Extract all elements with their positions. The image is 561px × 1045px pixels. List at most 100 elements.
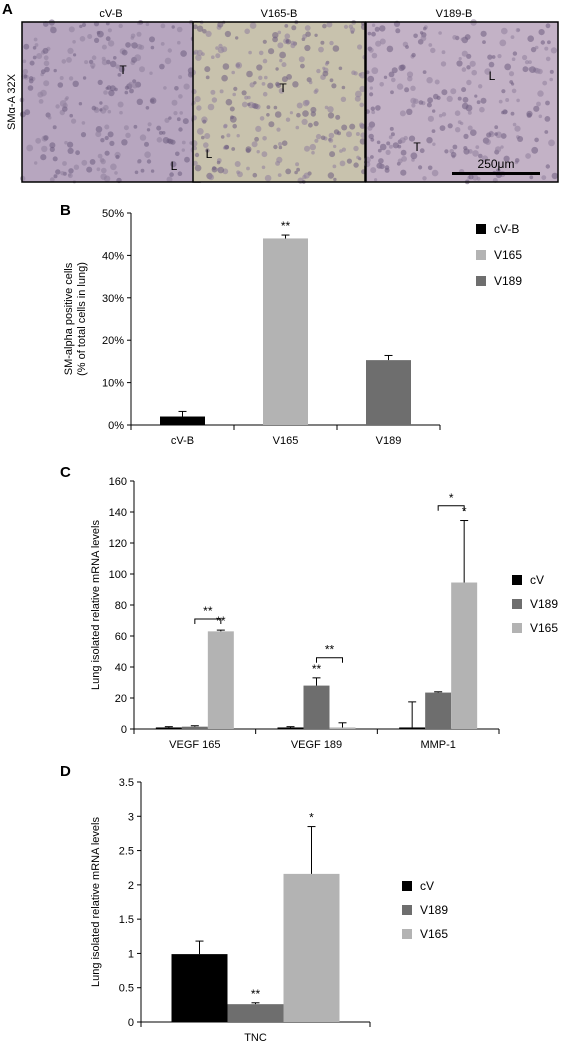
cell-nucleus — [351, 70, 356, 75]
cell-nucleus — [279, 51, 286, 59]
y-tick-label: 3.5 — [119, 777, 134, 789]
cell-nucleus — [258, 75, 263, 81]
bar-cV-MMP-1 — [399, 727, 426, 729]
cell-nucleus — [281, 62, 287, 68]
y-tick-label: 1.5 — [119, 914, 134, 926]
bar-V189-VEGF 189 — [303, 685, 330, 729]
cell-nucleus — [439, 125, 446, 131]
cell-nucleus — [305, 31, 311, 37]
x-tick-label: V165 — [273, 435, 299, 447]
cell-nucleus — [278, 142, 283, 147]
cell-nucleus — [251, 141, 258, 148]
cell-nucleus — [223, 124, 228, 129]
cell-nucleus — [60, 171, 65, 176]
cell-nucleus — [422, 70, 427, 74]
cell-nucleus — [326, 21, 333, 28]
cell-nucleus — [339, 160, 346, 167]
cell-nucleus — [379, 82, 385, 87]
cell-nucleus — [411, 103, 416, 108]
cell-nucleus — [110, 163, 117, 171]
cell-nucleus — [335, 114, 341, 120]
cell-nucleus — [411, 52, 416, 58]
cell-nucleus — [176, 117, 181, 122]
cell-nucleus — [466, 79, 472, 86]
cell-nucleus — [118, 23, 123, 29]
cell-nucleus — [190, 140, 198, 147]
bar-V165-MMP-1 — [451, 582, 478, 729]
cell-nucleus — [235, 36, 239, 40]
cell-nucleus — [285, 117, 291, 122]
cell-nucleus — [452, 35, 458, 40]
cell-nucleus — [434, 79, 440, 85]
cell-nucleus — [90, 62, 96, 68]
cell-nucleus — [324, 62, 329, 66]
cell-nucleus — [59, 76, 64, 80]
cell-nucleus — [67, 141, 74, 148]
cell-nucleus — [480, 30, 487, 37]
cell-nucleus — [514, 158, 520, 163]
cell-nucleus — [329, 151, 336, 158]
cell-nucleus — [178, 94, 183, 99]
cell-nucleus — [405, 45, 409, 49]
cell-nucleus — [50, 26, 54, 30]
cell-nucleus — [26, 144, 34, 152]
cell-nucleus — [231, 147, 236, 151]
cell-nucleus — [229, 106, 235, 112]
cell-nucleus — [264, 174, 272, 182]
cell-nucleus — [139, 66, 145, 73]
cell-nucleus — [410, 152, 418, 160]
micrograph-strip: T L T L L T 250μm — [19, 19, 559, 185]
y-tick-label: 40 — [115, 662, 127, 674]
cell-nucleus — [33, 37, 38, 42]
cell-nucleus — [118, 66, 125, 73]
cell-nucleus — [261, 151, 268, 158]
cell-nucleus — [494, 125, 499, 130]
legend-swatch — [402, 905, 412, 915]
cell-nucleus — [428, 43, 433, 47]
cell-nucleus — [247, 102, 251, 107]
cell-nucleus — [397, 144, 402, 149]
cell-nucleus — [418, 100, 424, 105]
cell-nucleus — [349, 123, 356, 130]
cell-nucleus — [480, 97, 487, 104]
cell-nucleus — [460, 37, 464, 41]
cell-nucleus — [328, 138, 334, 143]
bar-V189-MMP-1 — [425, 692, 452, 729]
cell-nucleus — [100, 138, 105, 143]
x-tick-label: VEGF 189 — [291, 739, 342, 751]
micrograph-1-label: T — [119, 63, 127, 77]
cell-nucleus — [390, 90, 394, 95]
cell-nucleus — [258, 50, 264, 56]
cell-nucleus — [32, 55, 37, 60]
cell-nucleus — [427, 97, 433, 104]
cell-nucleus — [129, 88, 134, 94]
cell-nucleus — [219, 89, 224, 94]
significance-mark: ** — [251, 987, 261, 1001]
cell-nucleus — [64, 97, 68, 102]
cell-nucleus — [276, 83, 281, 88]
cell-nucleus — [244, 28, 250, 35]
cell-nucleus — [470, 129, 477, 136]
cell-nucleus — [529, 175, 534, 180]
cell-nucleus — [137, 159, 141, 164]
cell-nucleus — [390, 132, 395, 137]
cell-nucleus — [161, 131, 166, 135]
cell-nucleus — [134, 170, 139, 175]
cell-nucleus — [310, 111, 316, 117]
micrograph-1-cells — [19, 19, 202, 184]
y-tick-label: 3 — [128, 811, 134, 823]
legend-swatch — [476, 250, 486, 260]
cell-nucleus — [396, 83, 404, 90]
cell-nucleus — [91, 55, 97, 60]
legend-label: cV — [530, 573, 544, 587]
cell-nucleus — [379, 143, 387, 151]
cell-nucleus — [408, 135, 416, 142]
cell-nucleus — [96, 30, 101, 35]
cell-nucleus — [504, 63, 512, 71]
cell-nucleus — [370, 167, 377, 174]
cell-nucleus — [544, 116, 551, 122]
cell-nucleus — [456, 60, 463, 67]
significance-mark: * — [309, 811, 314, 825]
cell-nucleus — [277, 42, 284, 49]
cell-nucleus — [427, 115, 434, 122]
